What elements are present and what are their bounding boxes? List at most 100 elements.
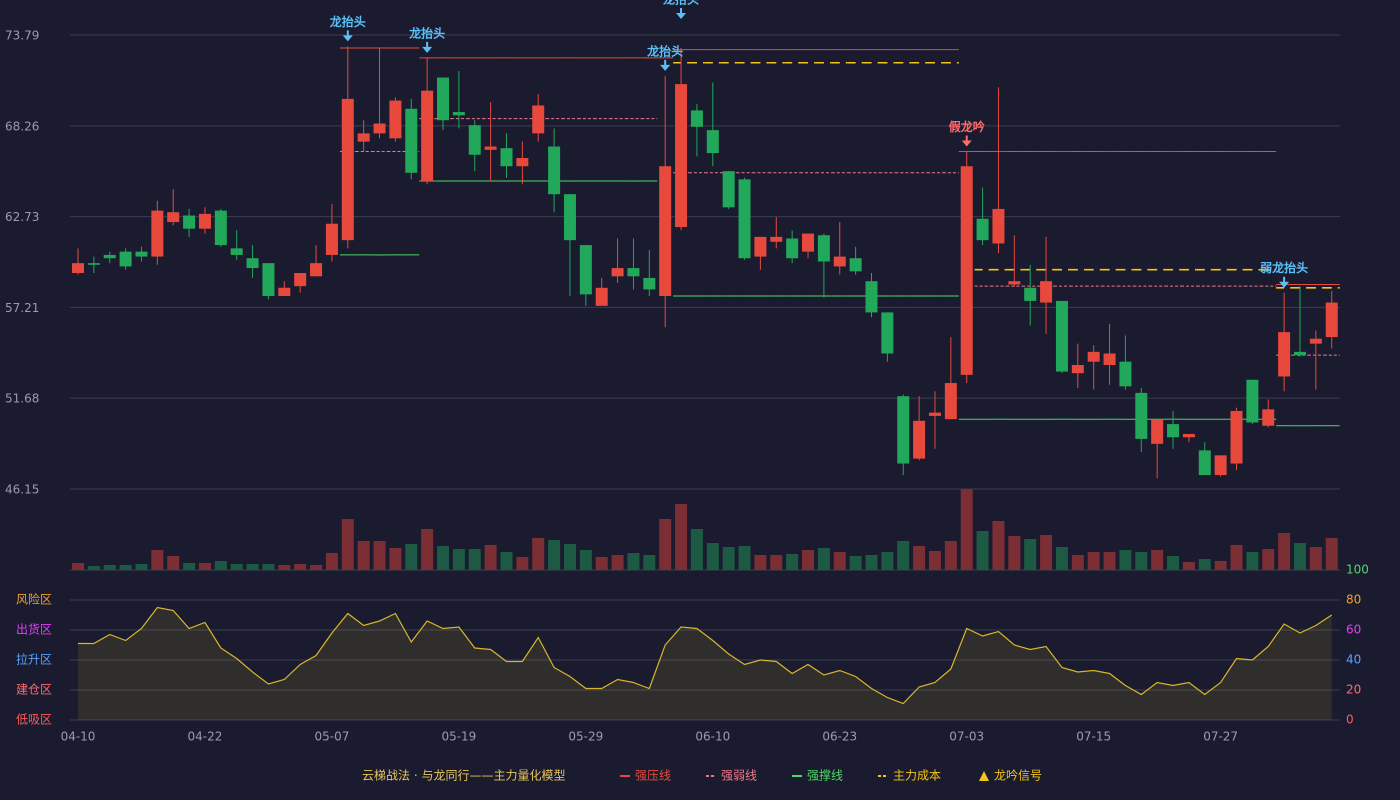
candle-body <box>246 258 259 269</box>
y-tick-label: 57.21 <box>5 301 39 315</box>
candle-body <box>611 268 624 277</box>
candle-body <box>722 171 735 208</box>
candle-body <box>135 251 148 257</box>
volume-bar <box>405 544 418 570</box>
candle-body <box>341 98 354 241</box>
volume-bar <box>754 555 767 570</box>
candle-body <box>595 287 608 306</box>
volume-bar <box>198 563 211 570</box>
volume-bar <box>484 545 497 570</box>
candle-body <box>786 238 799 259</box>
legend-label: 龙吟信号 <box>994 768 1042 783</box>
volume-bar <box>722 547 735 570</box>
candle-body <box>960 166 973 375</box>
candle-body <box>325 223 338 255</box>
signal-arrow <box>422 41 433 53</box>
volume-bar <box>833 552 846 570</box>
volume-bar <box>595 557 608 570</box>
y2-tick-label: 80 <box>1346 593 1361 607</box>
volume-bar <box>563 544 576 570</box>
candle-body <box>770 236 783 242</box>
candle-body <box>563 194 576 241</box>
volume-bar <box>516 557 529 570</box>
candle-body <box>183 215 196 229</box>
legend-label: 强压线 <box>635 769 671 783</box>
volume-bar <box>183 563 196 570</box>
signal-label: 假龙吟 <box>949 119 985 134</box>
volume-bar <box>706 543 719 570</box>
volume-bar <box>373 541 386 570</box>
candle-body <box>452 112 465 116</box>
candle-body <box>1198 450 1211 476</box>
volume-bar <box>1103 552 1116 570</box>
y-tick-label: 51.68 <box>5 392 39 406</box>
volume-bar <box>611 555 624 570</box>
volume-bar <box>865 555 878 570</box>
candle-body <box>198 213 211 229</box>
volume-bar <box>262 564 275 570</box>
candle-body <box>151 210 164 257</box>
volume-bar <box>310 565 323 570</box>
candle-body <box>548 146 561 195</box>
candle-body <box>1151 419 1164 444</box>
candle-body <box>643 277 656 290</box>
volume-bar <box>976 531 989 570</box>
x-tick-label: 07-15 <box>1076 730 1111 744</box>
candle-body <box>1087 351 1100 362</box>
volume-bar <box>1135 552 1148 570</box>
signal-label: 龙抬头 <box>663 0 699 6</box>
x-tick-label: 07-03 <box>949 730 984 744</box>
candle-body <box>1024 287 1037 301</box>
candle-body <box>928 412 941 416</box>
volume-bar <box>1293 543 1306 570</box>
volume-bar <box>1309 547 1322 570</box>
candle-body <box>1135 392 1148 439</box>
zone-label: 风险区 <box>16 592 52 607</box>
candle-body <box>294 273 307 287</box>
volume-bar <box>1024 539 1037 570</box>
candle-body <box>87 263 100 265</box>
volume-bar <box>1246 552 1259 570</box>
legend-swatch <box>979 771 989 781</box>
volume-bar <box>1167 556 1180 570</box>
candle-body <box>1278 332 1291 377</box>
volume-bar <box>452 549 465 570</box>
volume-bar <box>992 521 1005 570</box>
legend-title: 云梯战法 · 与龙同行——主力量化模型 <box>362 769 565 783</box>
indicator-area <box>78 607 1332 720</box>
x-tick-label: 06-23 <box>822 730 857 744</box>
candle-body <box>897 396 910 464</box>
y2-tick-label: 60 <box>1346 623 1361 637</box>
signal-arrow <box>342 30 353 42</box>
volume-bar <box>643 555 656 570</box>
volume-bar <box>928 551 941 570</box>
volume-bar <box>135 564 148 570</box>
signal-label: 龙抬头 <box>330 14 366 29</box>
volume-bar <box>357 541 370 570</box>
volume-bar <box>278 565 291 570</box>
volume-bar <box>960 489 973 570</box>
volume-bar <box>786 554 799 570</box>
candle-body <box>1055 300 1068 372</box>
candle-body <box>262 263 275 297</box>
volume-bar <box>1198 559 1211 570</box>
x-tick-label: 05-19 <box>441 730 476 744</box>
candle-body <box>1214 455 1227 476</box>
legend-label: 强弱线 <box>721 769 757 783</box>
candle-body <box>405 108 418 173</box>
candle-body <box>1182 433 1195 438</box>
candle-body <box>532 105 545 134</box>
volume-bar <box>944 541 957 570</box>
candle-body <box>1167 424 1180 438</box>
candle-body <box>976 218 989 241</box>
candle-body <box>1119 361 1132 387</box>
signal-label: 龙抬头 <box>647 43 683 58</box>
candle-body <box>881 312 894 354</box>
candle-body <box>167 212 180 223</box>
candle-body <box>1040 281 1053 303</box>
candle-body <box>1071 364 1084 374</box>
volume-bar <box>230 564 243 570</box>
candle-body <box>373 123 386 134</box>
candle-body <box>516 158 529 167</box>
volume-bar <box>87 566 100 570</box>
